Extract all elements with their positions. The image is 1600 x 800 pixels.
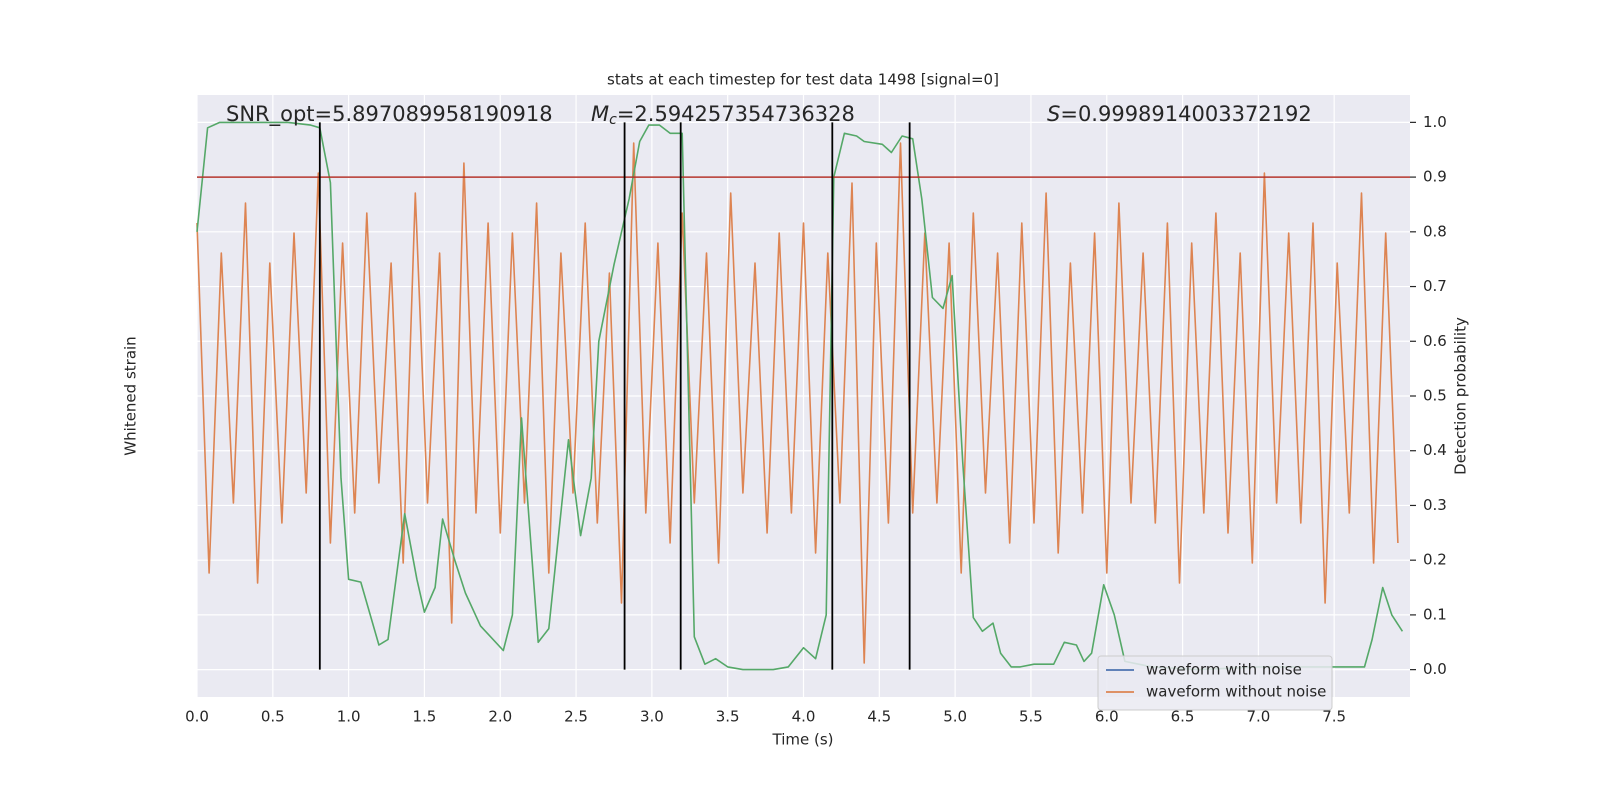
y2-axis-label: Detection probability [1452, 317, 1470, 475]
x-tick-label: 0.5 [261, 708, 285, 726]
y2-tick-label: 1.0 [1423, 113, 1447, 131]
annotation-symbol: M [591, 102, 609, 126]
legend: waveform with noise waveform without nois… [1097, 655, 1333, 711]
x-tick-label: 2.0 [488, 708, 512, 726]
annotation-subscript: c [609, 112, 617, 128]
y-axis-label: Whitened strain [122, 336, 140, 455]
marks [196, 121, 1410, 671]
y2-tick-label: 0.2 [1423, 551, 1447, 569]
legend-box [1097, 655, 1333, 711]
y2-tick-label: 0.4 [1423, 441, 1447, 459]
x-tick-label: 3.5 [716, 708, 740, 726]
x-tick-label: 7.5 [1322, 708, 1346, 726]
x-tick-label: 3.0 [640, 708, 664, 726]
annotation-text: =2.594257354736328 [617, 102, 855, 126]
chart-title: stats at each timestep for test data 149… [607, 71, 999, 89]
annotation-symbol: S [1047, 102, 1060, 126]
x-tick-label: 4.0 [792, 708, 816, 726]
annotation: S=0.9998914003372192 [1047, 102, 1312, 126]
y2-tick-label: 0.5 [1423, 387, 1447, 405]
y2-tick-label: 0.3 [1423, 496, 1447, 514]
x-tick-label: 6.0 [1095, 708, 1119, 726]
x-tick-label: 5.0 [943, 708, 967, 726]
annotation-text: =0.9998914003372192 [1060, 102, 1311, 126]
legend-label: waveform without noise [1146, 683, 1326, 701]
y2-tick-label: 0.6 [1423, 332, 1447, 350]
y2-tick-label: 0.1 [1423, 605, 1447, 623]
x-tick-label: 0.0 [185, 708, 209, 726]
x-tick-label: 4.5 [867, 708, 891, 726]
x-axis-label: Time (s) [772, 731, 834, 749]
annotation: SNR_opt=5.897089958190918 [226, 102, 553, 127]
y2-tick-label: 0.7 [1423, 277, 1447, 295]
series-line [196, 121, 1404, 671]
y2-tick-label: 0.8 [1423, 222, 1447, 240]
series-line [196, 142, 1399, 664]
x-tick-label: 7.0 [1246, 708, 1270, 726]
y2-tick-label: 0.0 [1423, 660, 1447, 678]
x-tick-label: 1.5 [413, 708, 437, 726]
x-tick-label: 2.5 [564, 708, 588, 726]
annotation: Mc=2.594257354736328 [591, 102, 855, 128]
y2-tick-label: 0.9 [1423, 168, 1447, 186]
x-tick-label: 1.0 [337, 708, 361, 726]
legend-label: waveform with noise [1146, 661, 1302, 679]
x-tick-label: 5.5 [1019, 708, 1043, 726]
x-tick-label: 6.5 [1171, 708, 1195, 726]
